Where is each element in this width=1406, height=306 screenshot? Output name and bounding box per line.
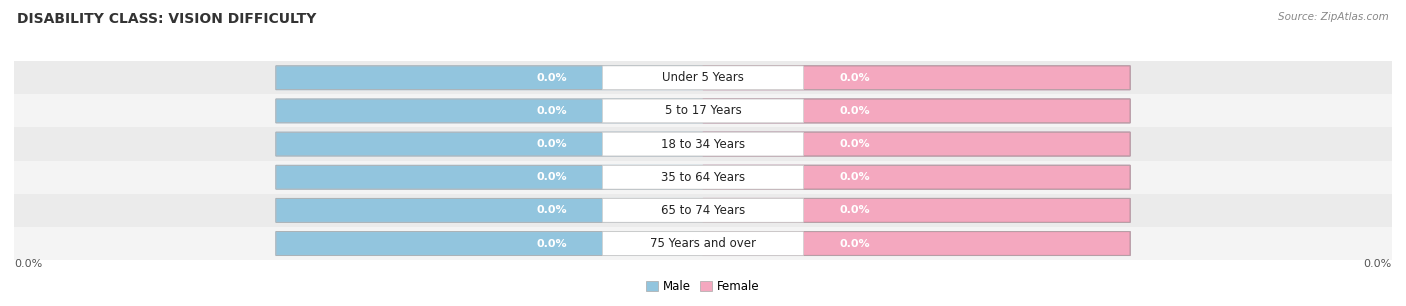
Text: 0.0%: 0.0% — [839, 73, 870, 83]
Text: 0.0%: 0.0% — [839, 172, 870, 182]
FancyBboxPatch shape — [602, 132, 804, 156]
FancyBboxPatch shape — [602, 99, 804, 123]
Bar — [703, 99, 1130, 123]
FancyBboxPatch shape — [703, 232, 1130, 256]
FancyBboxPatch shape — [276, 199, 1130, 222]
FancyBboxPatch shape — [703, 132, 1130, 156]
Legend: Male, Female: Male, Female — [641, 275, 765, 298]
FancyBboxPatch shape — [276, 165, 1130, 189]
Text: 0.0%: 0.0% — [839, 106, 870, 116]
FancyBboxPatch shape — [703, 99, 1130, 123]
Text: 65 to 74 Years: 65 to 74 Years — [661, 204, 745, 217]
Bar — [703, 132, 1130, 156]
Bar — [703, 66, 1130, 90]
FancyBboxPatch shape — [276, 66, 1130, 90]
Text: 75 Years and over: 75 Years and over — [650, 237, 756, 250]
Text: 35 to 64 Years: 35 to 64 Years — [661, 171, 745, 184]
FancyBboxPatch shape — [602, 165, 804, 189]
FancyBboxPatch shape — [703, 66, 1130, 90]
FancyBboxPatch shape — [602, 232, 804, 256]
Bar — [703, 199, 1130, 222]
Bar — [14, 61, 1392, 94]
Text: 5 to 17 Years: 5 to 17 Years — [665, 104, 741, 118]
Text: 0.0%: 0.0% — [536, 205, 567, 215]
Text: 18 to 34 Years: 18 to 34 Years — [661, 138, 745, 151]
FancyBboxPatch shape — [602, 66, 804, 90]
Text: 0.0%: 0.0% — [536, 172, 567, 182]
Bar — [14, 94, 1392, 128]
Bar — [14, 227, 1392, 260]
Text: 0.0%: 0.0% — [536, 73, 567, 83]
Text: Source: ZipAtlas.com: Source: ZipAtlas.com — [1278, 12, 1389, 22]
Text: 0.0%: 0.0% — [839, 139, 870, 149]
Bar — [703, 232, 1130, 256]
Text: 0.0%: 0.0% — [839, 238, 870, 248]
Text: 0.0%: 0.0% — [1364, 259, 1392, 269]
FancyBboxPatch shape — [602, 199, 804, 222]
Text: 0.0%: 0.0% — [536, 106, 567, 116]
Bar — [14, 194, 1392, 227]
FancyBboxPatch shape — [276, 99, 1130, 123]
Text: 0.0%: 0.0% — [839, 205, 870, 215]
Text: 0.0%: 0.0% — [14, 259, 42, 269]
FancyBboxPatch shape — [703, 165, 1130, 189]
Text: 0.0%: 0.0% — [536, 238, 567, 248]
Bar — [14, 161, 1392, 194]
Text: DISABILITY CLASS: VISION DIFFICULTY: DISABILITY CLASS: VISION DIFFICULTY — [17, 12, 316, 26]
FancyBboxPatch shape — [276, 232, 1130, 256]
Bar — [14, 128, 1392, 161]
FancyBboxPatch shape — [703, 199, 1130, 222]
FancyBboxPatch shape — [276, 132, 1130, 156]
Bar — [703, 165, 1130, 189]
Text: 0.0%: 0.0% — [536, 139, 567, 149]
Text: Under 5 Years: Under 5 Years — [662, 71, 744, 84]
